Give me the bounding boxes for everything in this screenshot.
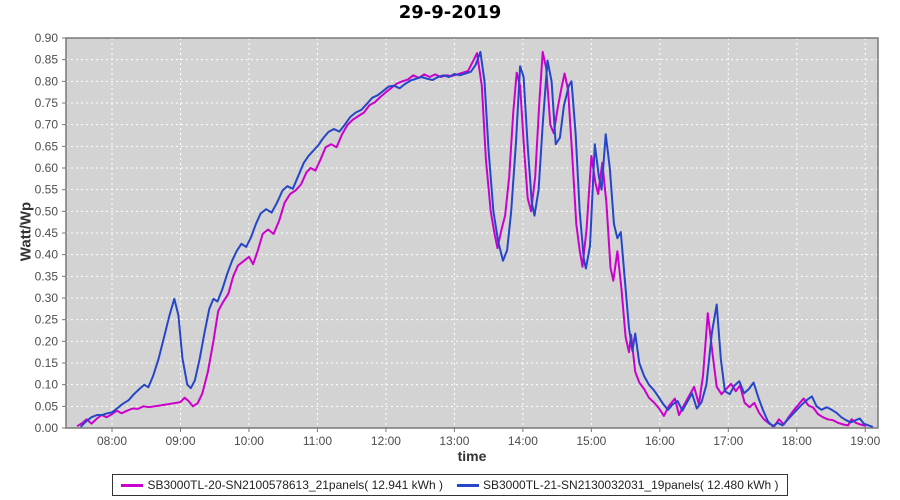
svg-text:10:00: 10:00 <box>234 434 264 448</box>
gridlines <box>66 37 878 428</box>
svg-text:0.40: 0.40 <box>35 248 59 262</box>
series-1-line-marker-icon <box>457 483 479 487</box>
svg-text:0.00: 0.00 <box>35 421 59 435</box>
svg-text:0.80: 0.80 <box>35 74 59 88</box>
tick-labels: 08:00 09:00 10:00 11:00 12:00 13:00 14:00 15:00… <box>35 31 881 448</box>
svg-text:11:00: 11:00 <box>303 434 332 448</box>
svg-text:0.20: 0.20 <box>35 334 59 348</box>
svg-text:0.85: 0.85 <box>35 53 59 67</box>
svg-text:0.05: 0.05 <box>35 399 59 413</box>
svg-text:08:00: 08:00 <box>97 434 127 448</box>
svg-text:0.60: 0.60 <box>35 161 59 175</box>
svg-text:0.25: 0.25 <box>35 313 59 327</box>
legend-item-series-1: SB3000TL-21-SN2130032031_19panels( 12.48… <box>457 478 779 492</box>
svg-text:0.45: 0.45 <box>35 226 59 240</box>
svg-text:0.70: 0.70 <box>35 118 59 132</box>
svg-text:0.30: 0.30 <box>35 291 59 305</box>
series-line-0 <box>76 50 867 428</box>
svg-text:0.65: 0.65 <box>35 139 59 153</box>
legend-item-series-0: SB3000TL-20-SN2100578613_21panels( 12.94… <box>121 478 443 492</box>
svg-text:0.90: 0.90 <box>35 31 59 45</box>
y-axis-label: Watt/Wp <box>17 201 35 262</box>
svg-text:0.15: 0.15 <box>35 356 59 370</box>
chart-title: 29-9-2019 <box>398 2 502 23</box>
svg-text:0.55: 0.55 <box>35 183 59 197</box>
svg-text:18:00: 18:00 <box>782 434 812 448</box>
x-axis-label: time <box>457 448 487 464</box>
svg-text:0.10: 0.10 <box>35 378 59 392</box>
legend-box: SB3000TL-20-SN2100578613_21panels( 12.94… <box>112 474 788 496</box>
series-0-line-marker-icon <box>121 483 144 487</box>
svg-text:09:00: 09:00 <box>165 434 195 448</box>
svg-text:0.35: 0.35 <box>35 269 59 283</box>
svg-text:15:00: 15:00 <box>576 434 606 448</box>
svg-text:0.75: 0.75 <box>35 96 59 110</box>
svg-text:17:00: 17:00 <box>713 434 743 448</box>
svg-text:14:00: 14:00 <box>508 434 538 448</box>
plot-border <box>65 37 879 429</box>
legend-label-series-0: SB3000TL-20-SN2100578613_21panels( 12.94… <box>147 478 443 492</box>
svg-text:19:00: 19:00 <box>850 434 880 448</box>
svg-text:0.50: 0.50 <box>35 204 59 218</box>
svg-text:12:00: 12:00 <box>371 434 401 448</box>
series-line-1 <box>80 50 874 428</box>
svg-text:16:00: 16:00 <box>645 434 675 448</box>
legend: SB3000TL-20-SN2100578613_21panels( 12.94… <box>0 474 900 496</box>
legend-label-series-1: SB3000TL-21-SN2130032031_19panels( 12.48… <box>483 478 779 492</box>
svg-text:13:00: 13:00 <box>439 434 469 448</box>
